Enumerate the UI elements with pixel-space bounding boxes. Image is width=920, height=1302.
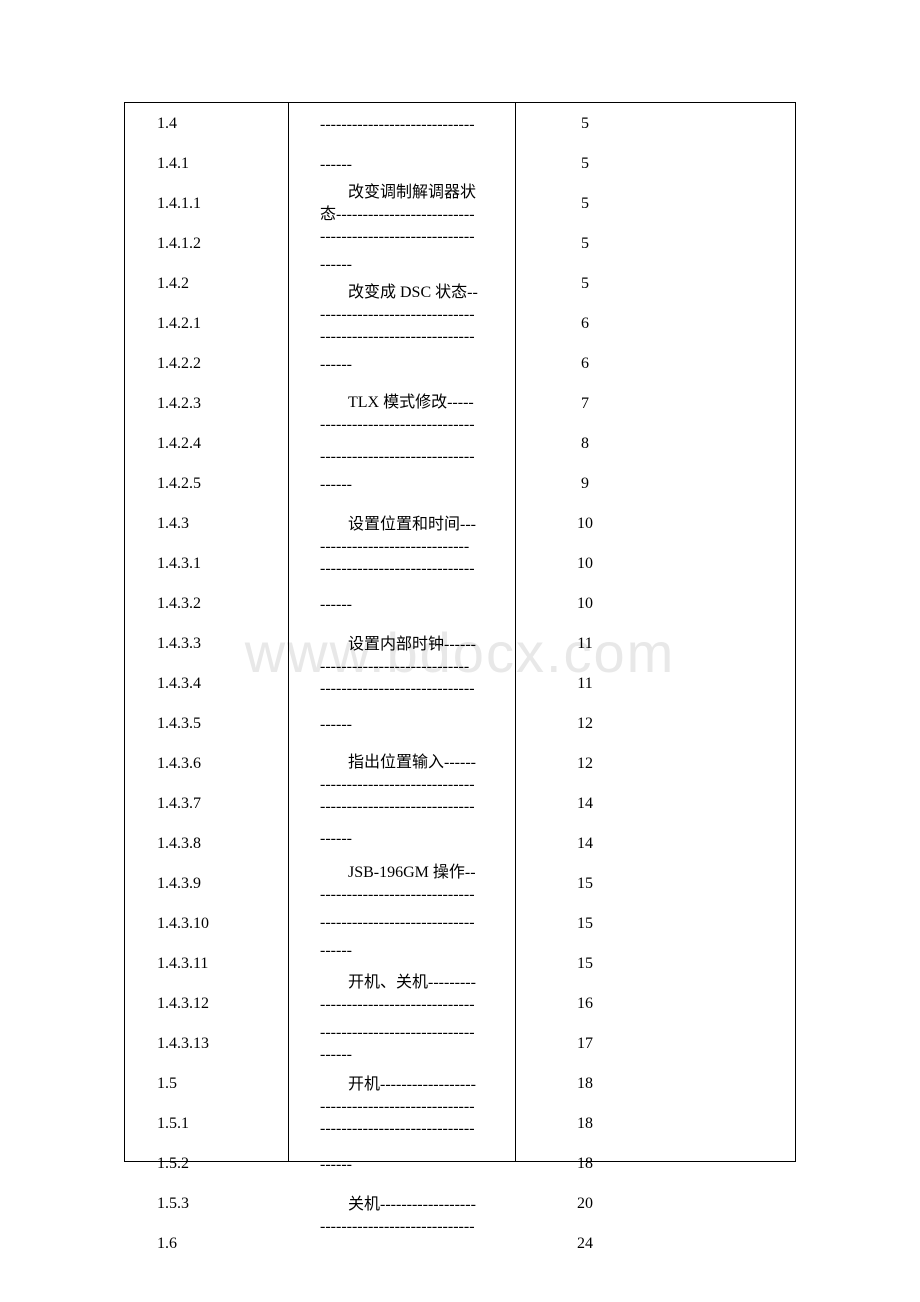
toc-entry-text: ----------------------------- <box>320 775 610 796</box>
toc-entry-text: ----------------------------- <box>320 305 610 326</box>
section-number: 1.4.1.2 <box>157 235 297 253</box>
toc-entry-text: JSB-196GM 操作-- <box>320 863 610 884</box>
section-number: 1.4.3.4 <box>157 675 297 693</box>
toc-entry-text: ----------------------------- <box>320 115 610 136</box>
section-number: 1.4 <box>157 115 297 133</box>
toc-entry-text: ---------------------------- <box>320 537 610 558</box>
toc-entry-text: ----------------------------- <box>320 227 610 248</box>
toc-entry-text: 关机------------------ <box>320 1195 610 1216</box>
toc-entry-text: 态-------------------------- <box>320 205 610 226</box>
toc-entry-text: ----------------------------- <box>320 913 610 934</box>
section-number: 1.4.2.1 <box>157 315 297 333</box>
toc-entry-text: ----------------------------- <box>320 885 610 906</box>
section-number: 1.4.3.3 <box>157 635 297 653</box>
toc-entry-text: ------ <box>320 941 610 962</box>
toc-entry-text: ----------------------------- <box>320 797 610 818</box>
toc-entry-text: ----------------------------- <box>320 1119 610 1140</box>
section-number: 1.4.3.1 <box>157 555 297 573</box>
section-number: 1.4.3.6 <box>157 755 297 773</box>
section-number: 1.4.3.13 <box>157 1035 297 1053</box>
section-number: 1.4.3.12 <box>157 995 297 1013</box>
table-border: 1.4 1.4.1 1.4.1.1 1.4.1.2 1.4.2 1.4.2.1 1.4.2.… <box>124 102 796 1162</box>
toc-entry-text: 开机、关机--------- <box>320 973 610 994</box>
section-number: 1.4.3.11 <box>157 955 297 973</box>
section-number: 1.4.3.2 <box>157 595 297 613</box>
section-number: 1.4.2.2 <box>157 355 297 373</box>
section-number: 1.4.3.5 <box>157 715 297 733</box>
toc-entry-text: 改变成 DSC 状态-- <box>320 283 610 304</box>
toc-entry-text: ----------------------------- <box>320 1217 610 1238</box>
toc-entry-text: TLX 模式修改----- <box>320 393 610 414</box>
section-number: 1.4.3.10 <box>157 915 297 933</box>
section-number: 1.5.1 <box>157 1115 297 1133</box>
section-number: 1.4.3 <box>157 515 297 533</box>
section-number: 1.5 <box>157 1075 297 1093</box>
toc-entry-text: 设置位置和时间--- <box>320 515 610 536</box>
toc-entry-text: ----------------------------- <box>320 327 610 348</box>
toc-entry-text: ------ <box>320 155 610 176</box>
section-number: 1.4.2.3 <box>157 395 297 413</box>
section-number: 1.4.2 <box>157 275 297 293</box>
section-number: 1.4.2.5 <box>157 475 297 493</box>
toc-entry-text: 开机------------------ <box>320 1075 610 1096</box>
toc-entry-text: 指出位置输入------ <box>320 753 610 774</box>
toc-entry-text: ------ <box>320 475 610 496</box>
section-number: 1.4.3.8 <box>157 835 297 853</box>
section-number: 1.4.3.9 <box>157 875 297 893</box>
toc-entry-text: ----------------------------- <box>320 447 610 468</box>
toc-entry-text: ---------------------------- <box>320 657 610 678</box>
toc-entry-text: ------ <box>320 715 610 736</box>
toc-entry-text: ----------------------------- <box>320 995 610 1016</box>
section-number: 1.6 <box>157 1235 297 1253</box>
toc-entry-text: ------ <box>320 255 610 276</box>
toc-entry-text: ----------------------------- <box>320 1097 610 1118</box>
toc-entry-text: ------ <box>320 355 610 376</box>
toc-entry-text: ----------------------------- <box>320 415 610 436</box>
toc-entry-text: ----------------------------- <box>320 559 610 580</box>
toc-entry-text: ----------------------------- <box>320 679 610 700</box>
toc-entry-text: 改变调制解调器状 <box>320 183 610 204</box>
section-number: 1.5.2 <box>157 1155 297 1173</box>
toc-entry-text: ------ <box>320 1045 610 1066</box>
section-number: 1.5.3 <box>157 1195 297 1213</box>
toc-entry-text: ------ <box>320 829 610 850</box>
toc-entry-text: ------ <box>320 595 610 616</box>
section-number: 1.4.1 <box>157 155 297 173</box>
toc-entry-text: ----------------------------- <box>320 1023 610 1044</box>
section-number: 1.4.3.7 <box>157 795 297 813</box>
section-number: 1.4.2.4 <box>157 435 297 453</box>
toc-entry-text: ------ <box>320 1155 610 1176</box>
toc-entry-text: 设置内部时钟------ <box>320 635 610 656</box>
section-number: 1.4.1.1 <box>157 195 297 213</box>
